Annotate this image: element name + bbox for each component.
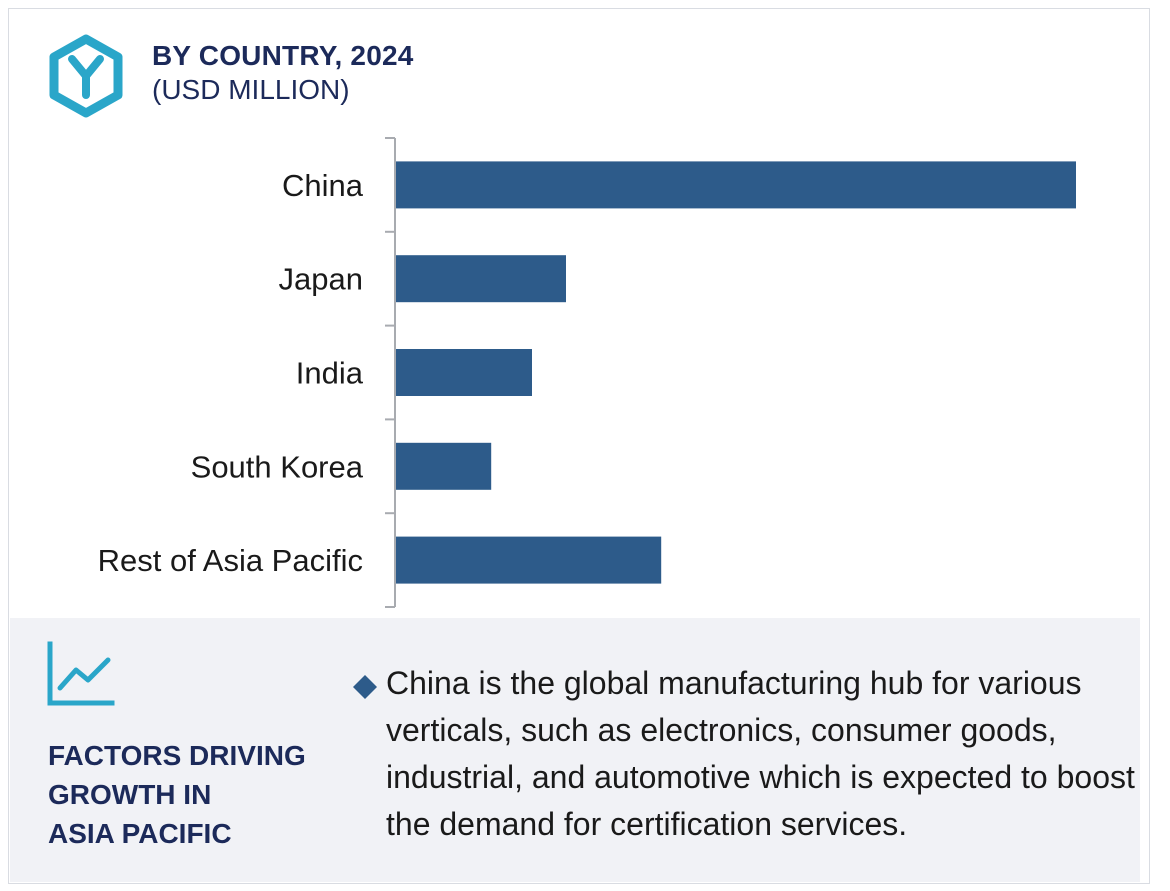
category-label: China [282, 168, 364, 203]
category-label: India [296, 356, 364, 391]
diamond-bullet-icon [353, 675, 377, 699]
factors-panel [10, 618, 1140, 882]
factors-heading-line-3: ASIA PACIFIC [48, 818, 232, 849]
category-label: Japan [279, 262, 363, 297]
bar-rest-of-asia-pacific [396, 536, 662, 584]
factors-heading-line-2: GROWTH IN [48, 779, 212, 810]
bar-india [396, 349, 532, 396]
bar-chart: China Japan India South Korea Rest of Asia P… [98, 137, 1076, 608]
hexagon-y-logo-icon [49, 34, 123, 118]
trend-line-chart-icon [47, 641, 115, 706]
factor-bullet-text: China is the global manufacturing hub fo… [386, 665, 1135, 842]
bar-japan [396, 255, 566, 303]
category-label: Rest of Asia Pacific [98, 543, 363, 578]
bar-china [396, 161, 1076, 209]
chart-title: BY COUNTRY, 2024 [152, 40, 414, 71]
bar-south-korea [396, 442, 492, 490]
factors-heading: FACTORS DRIVING GROWTH IN ASIA PACIFIC [48, 736, 338, 853]
chart-subtitle: (USD MILLION) [152, 74, 350, 105]
category-label: South Korea [191, 449, 364, 484]
factors-heading-line-1: FACTORS DRIVING [48, 740, 306, 771]
